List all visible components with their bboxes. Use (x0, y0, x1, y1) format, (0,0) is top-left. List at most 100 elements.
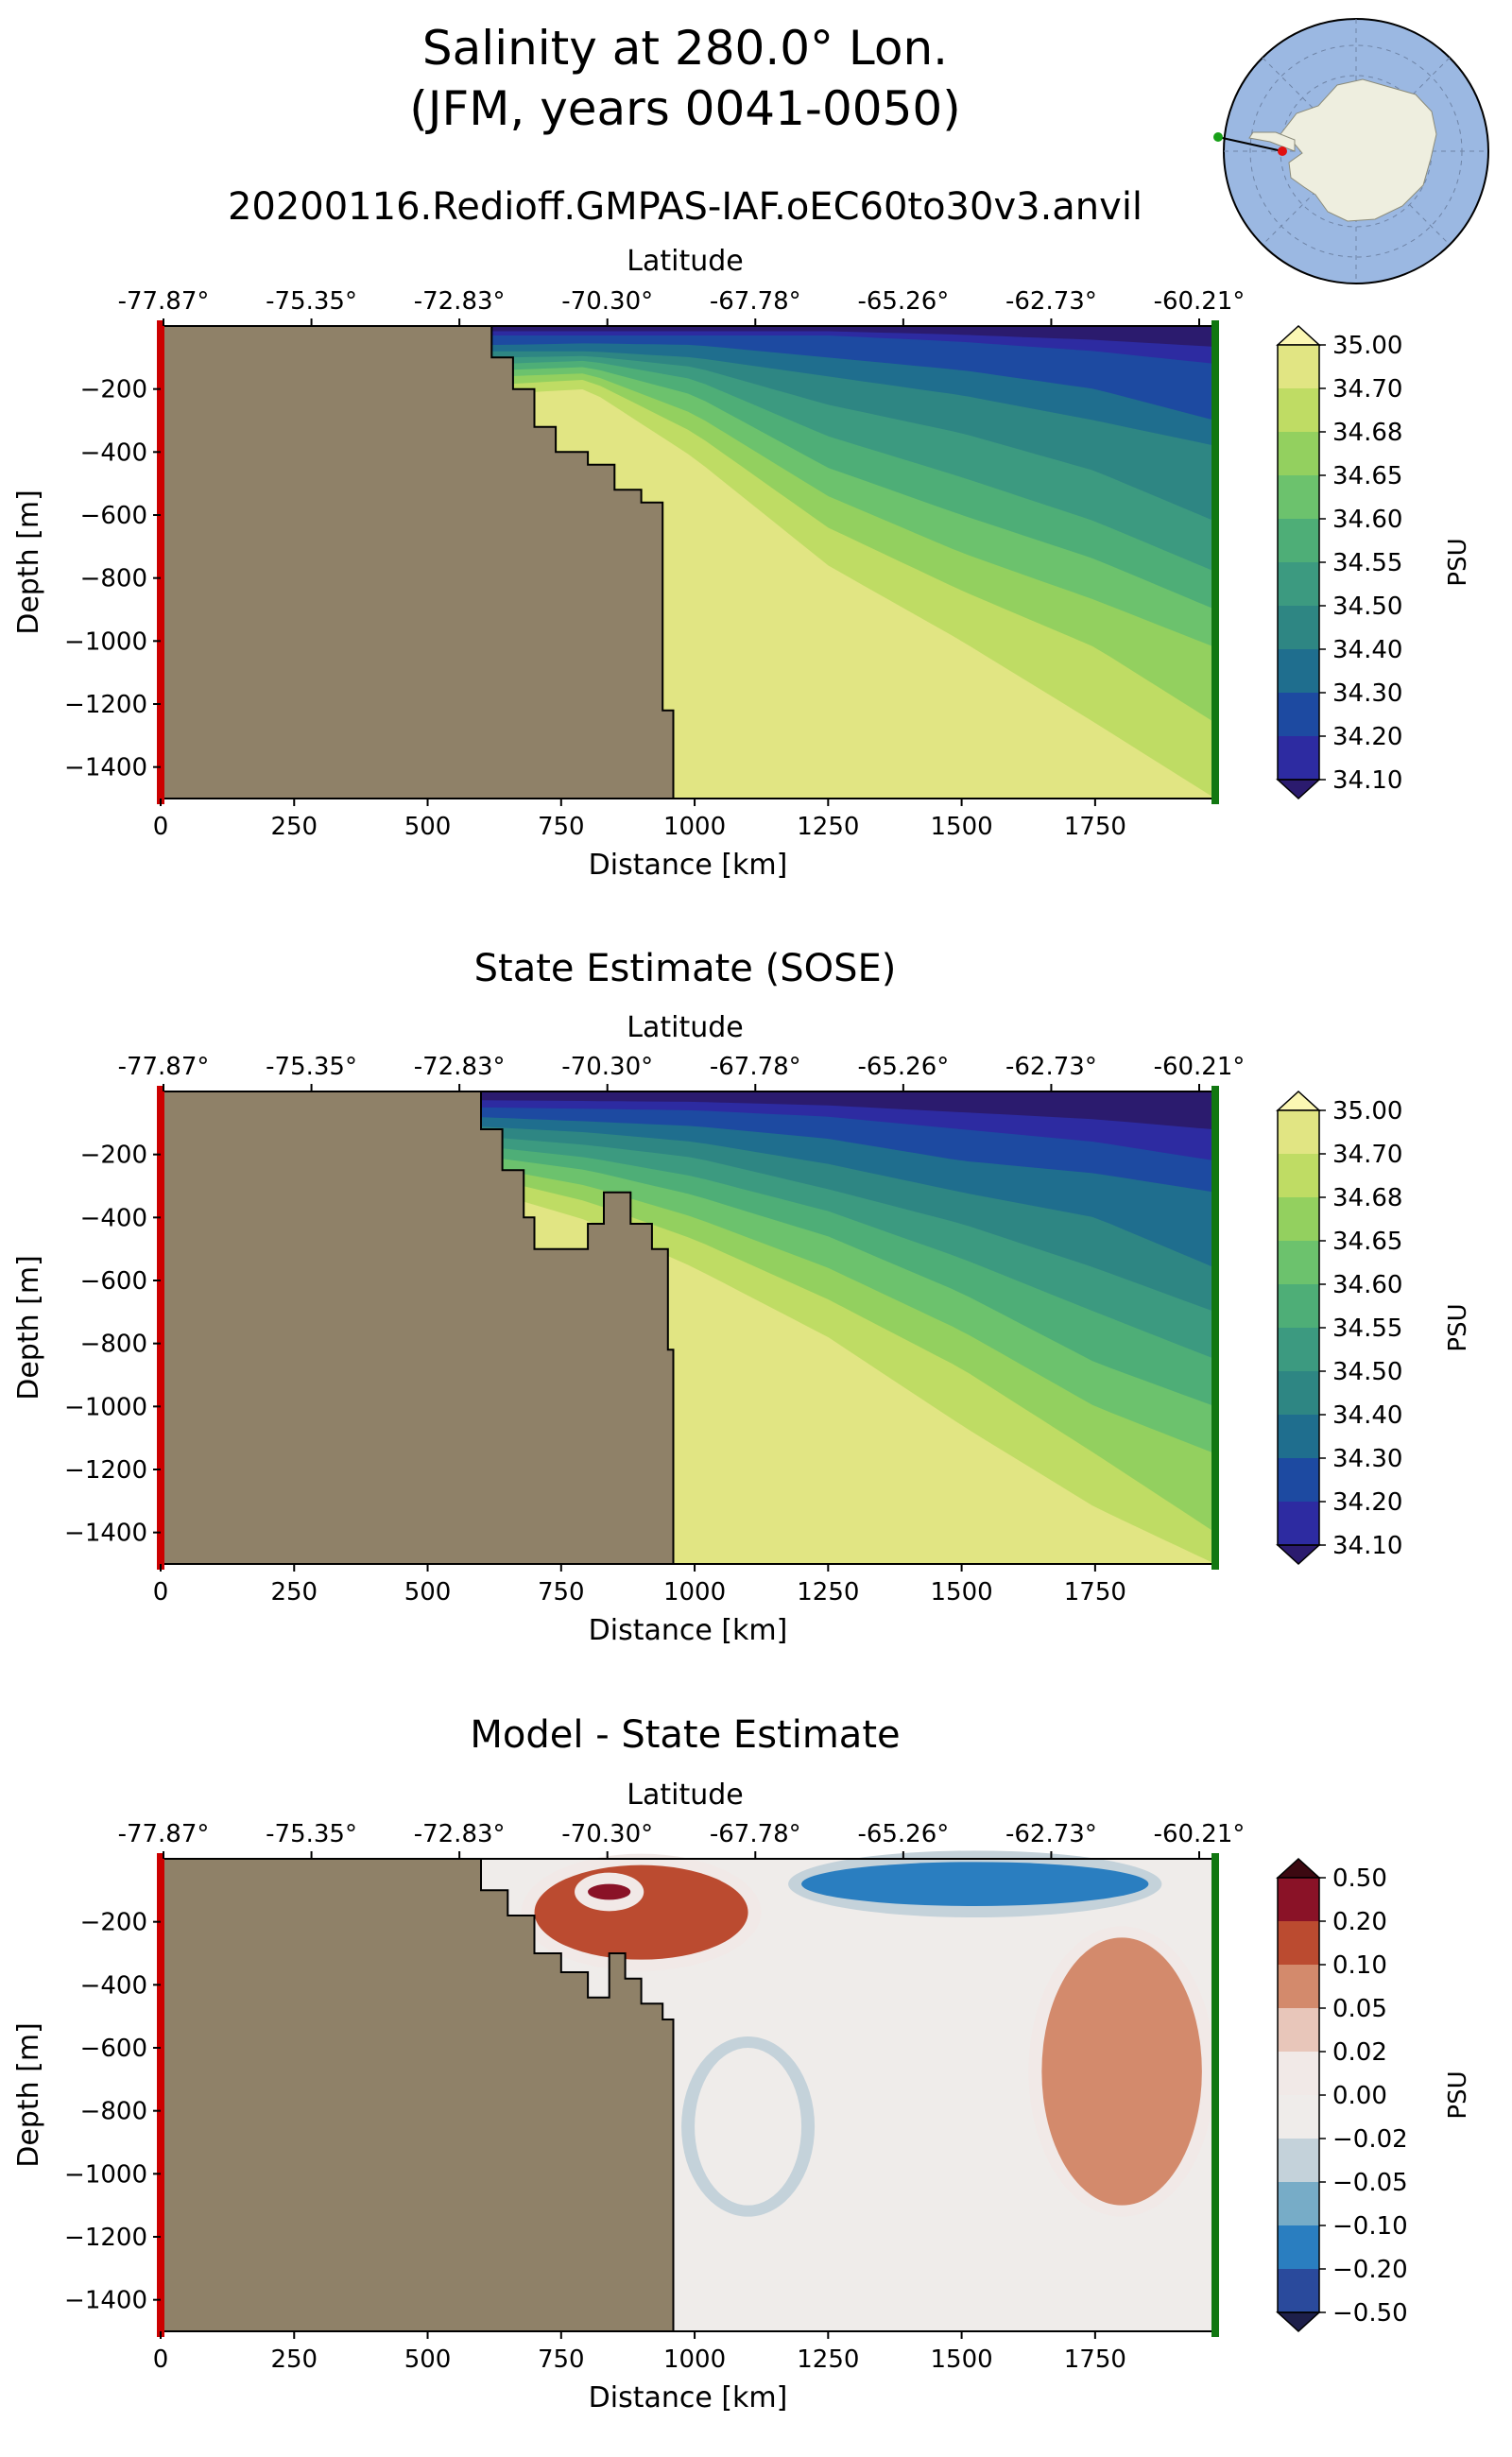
colorbar-swatch (1278, 606, 1319, 649)
y-tick-label: −1400 (64, 754, 147, 782)
top-tick-label: -77.87° (118, 1820, 210, 1848)
x-tick-label: 1000 (663, 1578, 726, 1606)
colorbar-swatch (1278, 432, 1319, 475)
x-tick-label: 750 (538, 1578, 585, 1606)
y-axis-label: Depth [m] (12, 1255, 45, 1400)
y-tick-label: −1000 (64, 1393, 147, 1421)
colorbar-tick-label: 34.70 (1332, 1141, 1402, 1169)
colorbar-tick-label: 34.10 (1332, 1532, 1402, 1560)
colorbar-swatch (1278, 475, 1319, 519)
colorbar-swatch (1278, 693, 1319, 736)
colorbar-swatch (1278, 345, 1319, 388)
plot-area: 0 250 500 750 1000 1250 1500 1750 Distance [km] -… (12, 1820, 1245, 2414)
top-tick-label: -60.21° (1154, 1053, 1246, 1081)
colorbar-tick-label: 34.20 (1332, 723, 1402, 751)
colorbar-swatch (1278, 1241, 1319, 1284)
bathymetry-land (160, 325, 675, 799)
y-tick-label: −600 (80, 502, 147, 530)
y-axis-label: Depth [m] (12, 2022, 45, 2168)
y-tick-label: −1400 (64, 1520, 147, 1548)
colorbar-swatch (1278, 1110, 1319, 1154)
transect-end-line (1211, 1086, 1219, 1570)
y-tick-label: −200 (80, 1909, 147, 1937)
x-tick-label: 1500 (931, 813, 993, 841)
colorbar-tick-label: 0.10 (1332, 1951, 1387, 1980)
top-axis-label: Latitude (627, 245, 743, 278)
top-tick-label: -62.73° (1005, 1053, 1097, 1081)
colorbar-extend-max (1276, 324, 1321, 346)
colorbar-swatch (1278, 1328, 1319, 1371)
colorbar-swatch (1278, 2052, 1319, 2095)
inset-peninsula (1248, 131, 1296, 152)
x-tick-label: 750 (538, 813, 585, 841)
x-tick-label: 250 (270, 813, 318, 841)
colorbar-tick-label: 34.10 (1332, 766, 1402, 795)
anomaly-shelf-strong-positive (588, 1883, 631, 1900)
x-tick-label: 1500 (931, 2345, 993, 2374)
y-tick-label: −800 (80, 565, 147, 593)
y-tick-label: −600 (80, 2035, 147, 2063)
x-tick-label: 500 (404, 2345, 452, 2374)
colorbar-swatch (1278, 1415, 1319, 1458)
anomaly-deep-negative (695, 2048, 802, 2206)
y-tick-label: −200 (80, 376, 147, 404)
transect-end-line (1211, 1853, 1219, 2337)
colorbar-extend-min (1276, 779, 1321, 800)
colorbar-tick-label: 34.40 (1332, 1401, 1402, 1430)
top-axis-label: Latitude (627, 1778, 743, 1812)
x-tick-label: 0 (153, 2345, 169, 2374)
x-tick-label: 750 (538, 2345, 585, 2374)
colorbar-swatch (1278, 1197, 1319, 1241)
top-tick-label: -67.78° (710, 1053, 801, 1081)
colorbar-tick-label: 35.00 (1332, 1097, 1402, 1125)
colorbar-tick-label: 34.68 (1332, 419, 1402, 447)
y-tick-label: −1200 (64, 1456, 147, 1485)
salinity-band-surface (161, 1091, 1215, 1130)
colorbar-tick-label: 34.70 (1332, 375, 1402, 404)
x-axis-label: Distance [km] (589, 849, 788, 882)
y-tick-label: −200 (80, 1142, 147, 1170)
x-tick-label: 1250 (797, 813, 859, 841)
top-tick-label: -75.35° (266, 1820, 357, 1848)
colorbar-tick-label: 0.20 (1332, 1908, 1387, 1936)
colorbar-swatch (1278, 1878, 1319, 1921)
colorbar-swatch (1278, 649, 1319, 693)
y-tick-label: −600 (80, 1267, 147, 1296)
colorbar-tick-label: −0.10 (1332, 2212, 1408, 2241)
x-axis-label: Distance [km] (589, 1614, 788, 1647)
top-tick-label: -62.73° (1005, 1820, 1097, 1848)
colorbar-tick-label: 34.30 (1332, 1445, 1402, 1473)
x-tick-label: 1000 (663, 2345, 726, 2374)
colorbar-tick-label: 34.20 (1332, 1488, 1402, 1517)
top-tick-label: -75.35° (266, 287, 357, 316)
figure-title-line1: Salinity at 280.0° Lon. (422, 21, 948, 76)
inset-transect-end (1213, 132, 1223, 142)
y-tick-label: −800 (80, 2098, 147, 2126)
colorbar-swatch (1278, 2139, 1319, 2182)
colorbar: 34.10 34.20 34.30 34.40 34.50 34.55 34.60 34.65… (1276, 324, 1472, 800)
colorbar: −0.50 −0.20 −0.10 −0.05 −0.02 0.00 0.02 0.05 0.1… (1276, 1857, 1472, 2333)
x-tick-label: 1250 (797, 2345, 859, 2374)
colorbar-extend-max (1276, 1090, 1321, 1111)
y-tick-label: −1200 (64, 2224, 147, 2252)
top-axis-label: Latitude (627, 1011, 743, 1044)
colorbar-swatch (1278, 2095, 1319, 2139)
colorbar-swatch (1278, 1921, 1319, 1965)
top-tick-label: -65.26° (857, 1053, 949, 1081)
colorbar-label: PSU (1444, 2070, 1472, 2119)
plot-area: 0 250 500 750 1000 1250 1500 1750 Distance [km] -… (12, 287, 1245, 882)
y-tick-label: −800 (80, 1331, 147, 1359)
colorbar-label: PSU (1444, 538, 1472, 586)
colorbar-swatch (1278, 2269, 1319, 2312)
y-tick-label: −1200 (64, 691, 147, 719)
y-tick-label: −1000 (64, 2160, 147, 2189)
transect-end-line (1211, 320, 1219, 804)
colorbar-tick-label: 34.60 (1332, 1271, 1402, 1299)
inset-transect-start (1278, 146, 1287, 156)
inset-map (1213, 18, 1489, 284)
transect-start-line (157, 1853, 164, 2337)
colorbar: 34.10 34.20 34.30 34.40 34.50 34.55 34.60 34.65… (1276, 1090, 1472, 1566)
colorbar-swatch (1278, 562, 1319, 606)
top-tick-label: -72.83° (414, 1820, 506, 1848)
x-axis-label: Distance [km] (589, 2381, 788, 2414)
